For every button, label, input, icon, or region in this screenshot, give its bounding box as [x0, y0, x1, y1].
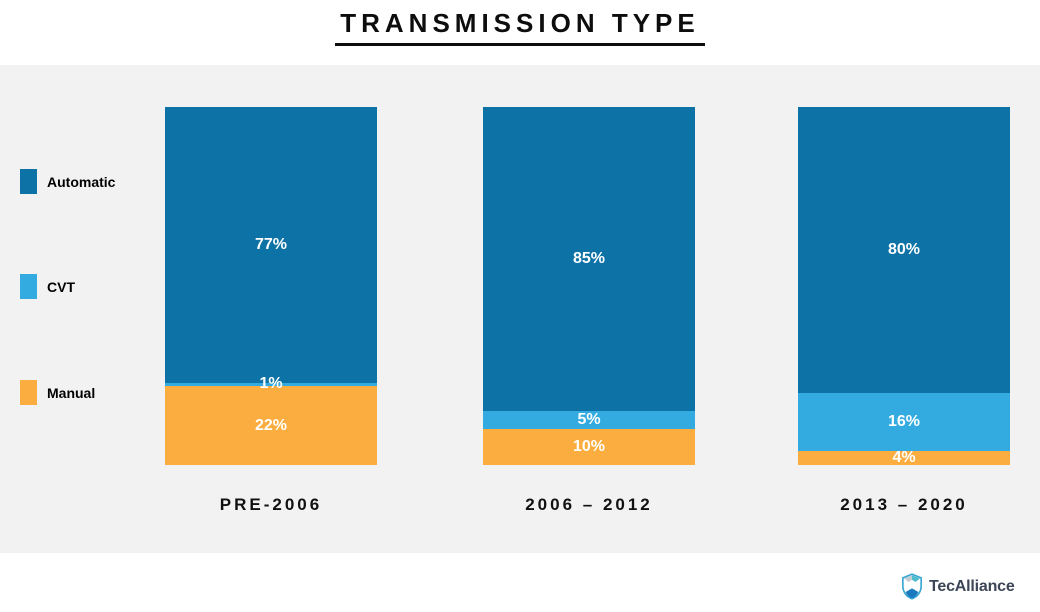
legend-label: Automatic — [47, 173, 116, 190]
category-label: PRE-2006 — [219, 495, 323, 514]
title-area: TRANSMISSION TYPE — [0, 0, 1040, 65]
bar-segment-cvt: 5% — [483, 411, 695, 430]
stacked-bar-1: 77% 1% 22% — [165, 107, 377, 465]
shield-icon — [902, 573, 922, 600]
data-label: 5% — [577, 411, 601, 429]
bar-segment-cvt: 1% — [165, 376, 377, 392]
bar-segment-manual: 22% — [165, 386, 377, 465]
data-label: 80% — [887, 241, 921, 259]
bar-segment-cvt: 16% — [798, 393, 1010, 451]
bar-segment-automatic: 77% — [165, 107, 377, 383]
category-label: 2006 – 2012 — [525, 495, 653, 514]
bar-segment-automatic: 80% — [798, 107, 1010, 394]
data-label: 10% — [572, 438, 606, 456]
data-label: 22% — [254, 416, 288, 434]
legend-item-manual: Manual — [20, 380, 95, 405]
page-title: TRANSMISSION TYPE — [335, 8, 705, 46]
chart-panel: Automatic CVT Manual 77% 1% 22% 85% 5% 10% 80% 16… — [0, 65, 1040, 553]
legend-item-cvt: CVT — [20, 274, 75, 299]
bar-segment-manual: 4% — [798, 448, 1010, 466]
data-label: 4% — [892, 448, 916, 466]
category-label: 2013 – 2020 — [840, 495, 968, 514]
data-label: 85% — [572, 250, 606, 268]
legend-item-automatic: Automatic — [20, 169, 115, 194]
tecalliance-logo: TecAlliance — [901, 573, 1015, 600]
legend-label: CVT — [47, 278, 75, 295]
data-label: 16% — [887, 413, 921, 431]
bar-segment-manual: 10% — [483, 429, 695, 465]
legend-swatch-icon — [20, 380, 37, 405]
logo-wordmark: TecAlliance — [929, 577, 1015, 595]
bar-segment-automatic: 85% — [483, 107, 695, 412]
legend-label: Manual — [47, 384, 96, 401]
data-label: 1% — [259, 375, 283, 393]
stacked-bar-2: 85% 5% 10% — [483, 107, 695, 465]
stacked-bar-3: 80% 16% 4% — [798, 107, 1010, 465]
legend-swatch-icon — [20, 274, 37, 299]
data-label: 77% — [254, 235, 288, 253]
legend-swatch-icon — [20, 169, 37, 194]
